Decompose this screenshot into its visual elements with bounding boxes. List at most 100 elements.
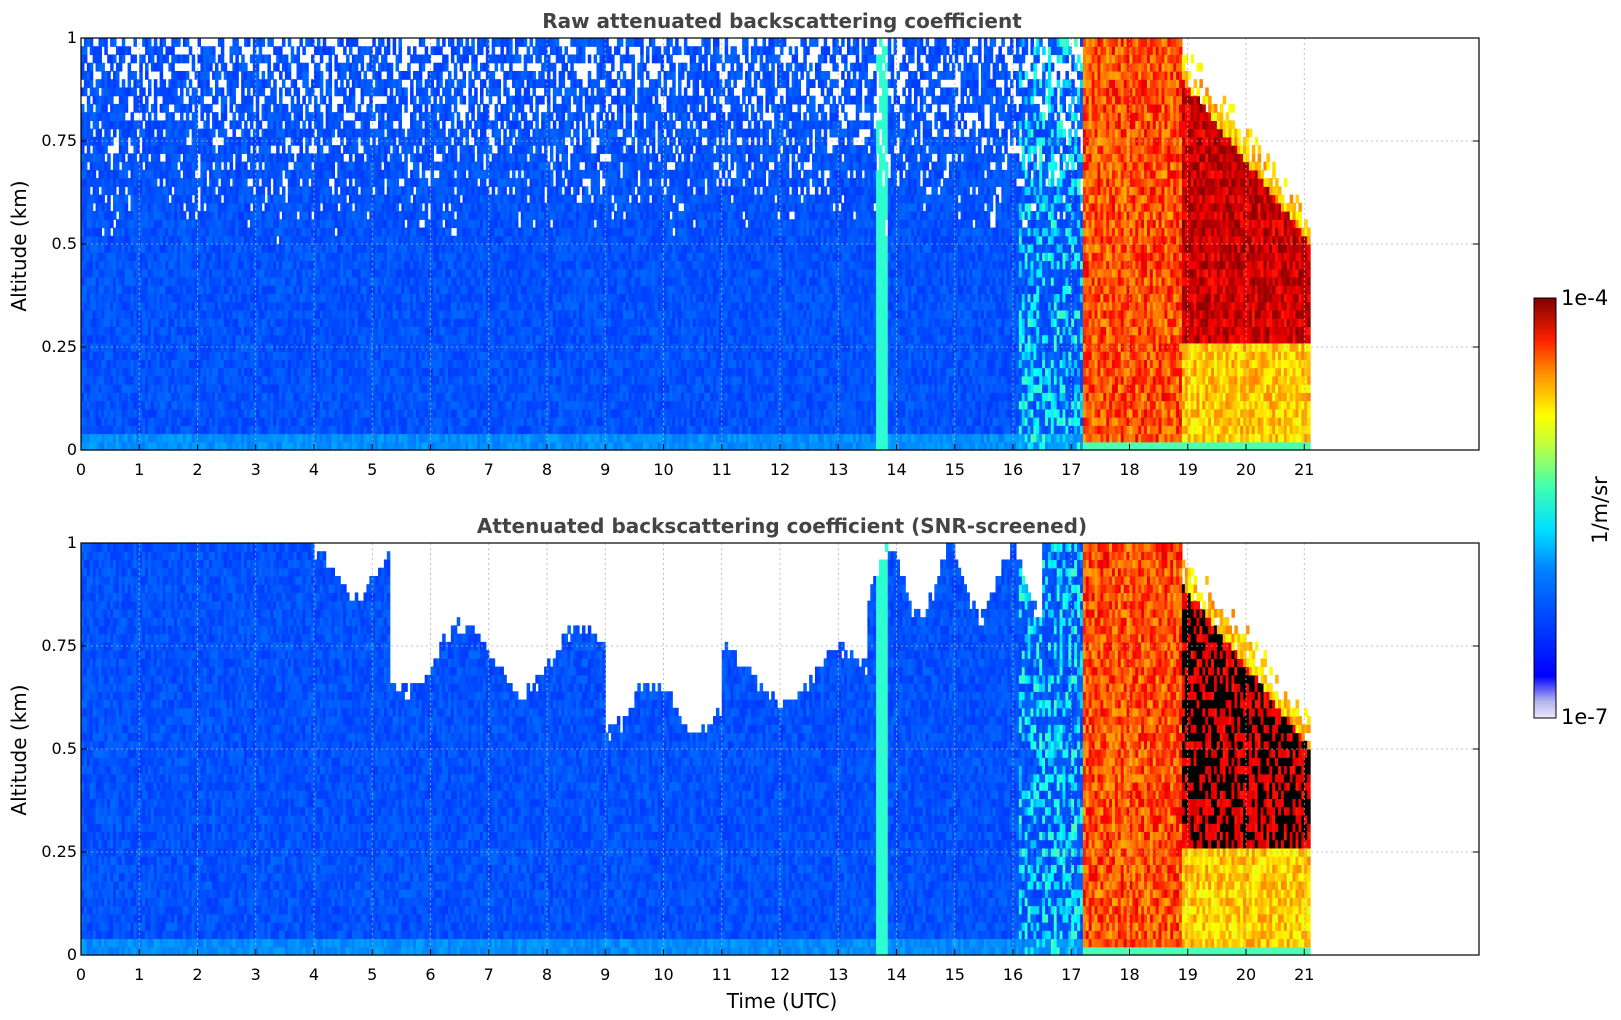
- heatmap-cell: [107, 425, 111, 435]
- heatmap-cell: [232, 169, 236, 179]
- heatmap-cell: [197, 425, 202, 435]
- heatmap-cell: [162, 186, 167, 196]
- heatmap-cell: [168, 367, 172, 377]
- heatmap-cell: [194, 351, 199, 360]
- heatmap-cell: [92, 384, 97, 393]
- heatmap-cell: [217, 309, 222, 319]
- heatmap-cell: [139, 268, 143, 278]
- heatmap-cell: [171, 342, 175, 352]
- heatmap-cell: [81, 161, 85, 171]
- heatmap-cell: [244, 219, 248, 229]
- heatmap-cell: [220, 128, 225, 138]
- heatmap-cell: [150, 244, 155, 253]
- heatmap-cell: [247, 375, 251, 385]
- heatmap-cell: [156, 54, 161, 64]
- heatmap-cell: [165, 334, 169, 344]
- heatmap-cell: [212, 285, 216, 295]
- heatmap-cell: [174, 169, 178, 179]
- heatmap-cell: [206, 112, 210, 121]
- heatmap-cell: [110, 375, 114, 385]
- heatmap-cell: [162, 103, 167, 113]
- heatmap-cell: [150, 186, 155, 196]
- heatmap-cell: [223, 318, 228, 327]
- heatmap-cell: [252, 351, 257, 360]
- heatmap-cell: [188, 351, 193, 360]
- heatmap-cell: [107, 326, 111, 336]
- heatmap-cell: [212, 54, 216, 64]
- heatmap-cell: [203, 268, 207, 278]
- heatmap-cell: [229, 186, 234, 196]
- heatmap-cell: [209, 194, 213, 204]
- heatmap-cell: [229, 87, 234, 97]
- heatmap-cell: [89, 276, 94, 286]
- heatmap-cell: [171, 202, 175, 212]
- heatmap-cell: [380, 128, 385, 138]
- heatmap-cell: [375, 54, 379, 64]
- heatmap-cell: [212, 145, 216, 154]
- heatmap-cell: [98, 400, 102, 410]
- heatmap-cell: [241, 351, 245, 360]
- heatmap-cell: [121, 178, 126, 187]
- heatmap-cell: [241, 194, 245, 204]
- heatmap-cell: [217, 161, 222, 171]
- heatmap-cell: [223, 326, 228, 336]
- heatmap-cell: [121, 95, 126, 105]
- heatmap-cell: [194, 219, 199, 229]
- heatmap-cell: [229, 244, 234, 253]
- heatmap-cell: [244, 79, 248, 89]
- heatmap-cell: [244, 227, 248, 237]
- heatmap-cell: [238, 211, 242, 220]
- heatmap-cell: [185, 153, 190, 163]
- heatmap-cell: [279, 95, 283, 105]
- heatmap-cell: [351, 87, 356, 97]
- heatmap-cell: [171, 351, 175, 360]
- heatmap-cell: [258, 384, 263, 393]
- heatmap-cell: [171, 375, 175, 385]
- heatmap-cell: [168, 235, 172, 245]
- heatmap-cell: [142, 186, 146, 196]
- heatmap-cell: [104, 326, 108, 336]
- heatmap-cell: [168, 136, 172, 146]
- heatmap-cell: [241, 384, 245, 393]
- heatmap-cell: [127, 268, 132, 278]
- heatmap-cell: [121, 359, 126, 369]
- heatmap-cell: [174, 309, 178, 319]
- heatmap-cell: [194, 392, 199, 402]
- heatmap-cell: [104, 169, 108, 179]
- heatmap-cell: [249, 326, 254, 336]
- heatmap-cell: [121, 112, 126, 121]
- heatmap-cell: [118, 351, 123, 360]
- heatmap-cell: [115, 103, 120, 113]
- heatmap-cell: [255, 62, 260, 72]
- heatmap-cell: [101, 178, 105, 187]
- heatmap-cell: [182, 227, 187, 237]
- heatmap-cell: [133, 384, 137, 393]
- heatmap-cell: [147, 219, 152, 229]
- heatmap-cell: [107, 178, 111, 187]
- heatmap-cell: [104, 417, 108, 426]
- heatmap-cell: [142, 194, 146, 204]
- heatmap-cell: [110, 285, 114, 295]
- heatmap-cell: [209, 153, 213, 163]
- heatmap-cell: [206, 392, 210, 402]
- heatmap-cell: [159, 326, 164, 336]
- heatmap-cell: [235, 219, 239, 229]
- heatmap-cell: [147, 186, 152, 196]
- heatmap-cell: [83, 178, 88, 187]
- heatmap-cell: [133, 120, 137, 130]
- heatmap-cell: [124, 318, 129, 327]
- heatmap-cell: [168, 433, 172, 443]
- heatmap-cell: [212, 120, 216, 130]
- heatmap-cell: [86, 433, 91, 443]
- heatmap-cell: [142, 285, 146, 295]
- heatmap-cell: [130, 301, 135, 311]
- heatmap-cell: [159, 46, 164, 56]
- heatmap-cell: [182, 219, 187, 229]
- heatmap-cell: [133, 276, 137, 286]
- heatmap-cell: [180, 392, 184, 402]
- heatmap-cell: [107, 342, 111, 352]
- heatmap-cell: [142, 276, 146, 286]
- heatmap-cell: [241, 375, 245, 385]
- heatmap-cell: [127, 178, 132, 187]
- heatmap-cell: [101, 103, 105, 113]
